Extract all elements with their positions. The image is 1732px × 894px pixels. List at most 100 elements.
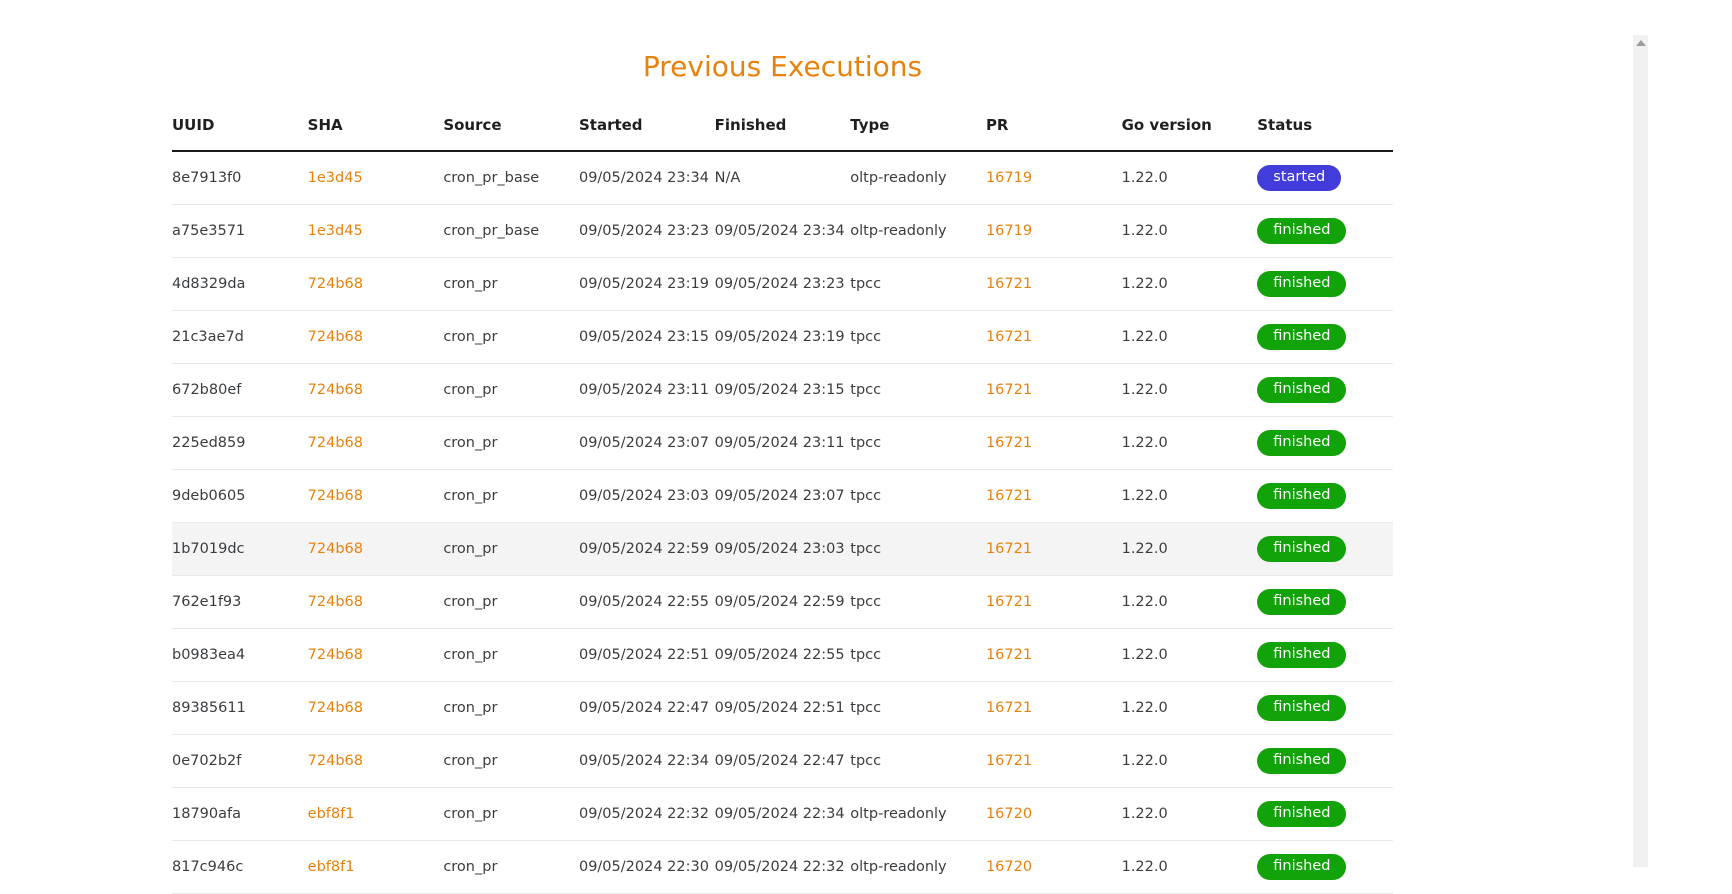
pr-link[interactable]: 16721: [985, 541, 1033, 557]
status-badge: finished: [1257, 218, 1347, 244]
cell-started: 09/05/2024 23:15: [578, 310, 715, 364]
sha-link[interactable]: 724b68: [307, 276, 363, 292]
cell-finished: 09/05/2024 22:55: [714, 628, 851, 682]
cell-go-version: 1.22.0: [1121, 522, 1258, 576]
cell-status: finished: [1257, 416, 1393, 470]
sha-link[interactable]: 724b68: [307, 647, 363, 663]
table-row: 0e702b2f 724b68 cron_pr 09/05/2024 22:34 09/…: [172, 734, 1393, 788]
column-header-type: Type: [850, 100, 986, 152]
cell-type: tpcc: [850, 575, 986, 629]
table-row: b0983ea4 724b68 cron_pr 09/05/2024 22:51 09/…: [172, 628, 1393, 682]
pr-link[interactable]: 16721: [985, 700, 1033, 716]
status-badge: finished: [1257, 854, 1347, 880]
sha-link[interactable]: 724b68: [307, 382, 363, 398]
cell-started: 09/05/2024 23:34: [578, 151, 715, 205]
cell-source: cron_pr: [443, 787, 579, 841]
cell-pr: 16721: [985, 416, 1122, 470]
cell-uuid: a75e3571: [172, 204, 308, 258]
column-header-uuid: UUID: [172, 100, 308, 152]
cell-pr: 16721: [985, 469, 1122, 523]
table-body: 8e7913f0 1e3d45 cron_pr_base 09/05/2024 23:…: [172, 151, 1393, 894]
pr-link[interactable]: 16719: [985, 170, 1033, 186]
pr-link[interactable]: 16721: [985, 329, 1033, 345]
status-badge: finished: [1257, 642, 1347, 668]
triangle-up-icon: [1635, 39, 1646, 46]
cell-pr: 16721: [985, 363, 1122, 417]
cell-pr: 16719: [985, 204, 1122, 258]
status-badge: finished: [1257, 483, 1347, 509]
cell-uuid: 9deb0605: [172, 469, 308, 523]
cell-go-version: 1.22.0: [1121, 628, 1258, 682]
sha-link[interactable]: ebf8f1: [307, 859, 355, 875]
table-row: 89385611 724b68 cron_pr 09/05/2024 22:47 09/…: [172, 681, 1393, 735]
sha-link[interactable]: 724b68: [307, 753, 363, 769]
table-row: 817c946c ebf8f1 cron_pr 09/05/2024 22:30 09/…: [172, 840, 1393, 894]
pr-link[interactable]: 16720: [985, 859, 1033, 875]
cell-type: tpcc: [850, 628, 986, 682]
status-badge: finished: [1257, 748, 1347, 774]
cell-pr: 16721: [985, 310, 1122, 364]
table-row: 4d8329da 724b68 cron_pr 09/05/2024 23:19 09/…: [172, 257, 1393, 311]
cell-uuid: 1b7019dc: [172, 522, 308, 576]
cell-pr: 16721: [985, 734, 1122, 788]
cell-go-version: 1.22.0: [1121, 575, 1258, 629]
cell-go-version: 1.22.0: [1121, 787, 1258, 841]
sha-link[interactable]: 1e3d45: [307, 170, 363, 186]
table-row: 21c3ae7d 724b68 cron_pr 09/05/2024 23:15 09/…: [172, 310, 1393, 364]
sha-link[interactable]: 724b68: [307, 488, 363, 504]
cell-status: finished: [1257, 363, 1393, 417]
column-header-finished: Finished: [714, 100, 851, 152]
cell-source: cron_pr: [443, 469, 579, 523]
pr-link[interactable]: 16721: [985, 594, 1033, 610]
cell-status: finished: [1257, 628, 1393, 682]
pr-link[interactable]: 16719: [985, 223, 1033, 239]
cell-finished: 09/05/2024 23:19: [714, 310, 851, 364]
cell-started: 09/05/2024 23:23: [578, 204, 715, 258]
cell-uuid: 18790afa: [172, 787, 308, 841]
cell-go-version: 1.22.0: [1121, 734, 1258, 788]
cell-source: cron_pr: [443, 416, 579, 470]
table-row: 762e1f93 724b68 cron_pr 09/05/2024 22:55 09/…: [172, 575, 1393, 629]
cell-started: 09/05/2024 23:11: [578, 363, 715, 417]
cell-source: cron_pr: [443, 840, 579, 894]
sha-link[interactable]: 724b68: [307, 541, 363, 557]
cell-uuid: 817c946c: [172, 840, 308, 894]
cell-uuid: 762e1f93: [172, 575, 308, 629]
status-badge: finished: [1257, 271, 1347, 297]
pr-link[interactable]: 16721: [985, 276, 1033, 292]
cell-finished: 09/05/2024 23:23: [714, 257, 851, 311]
pr-link[interactable]: 16721: [985, 753, 1033, 769]
cell-type: oltp-readonly: [850, 151, 986, 205]
sha-link[interactable]: 724b68: [307, 700, 363, 716]
cell-pr: 16721: [985, 522, 1122, 576]
cell-sha: 724b68: [307, 734, 444, 788]
sha-link[interactable]: ebf8f1: [307, 806, 355, 822]
sha-link[interactable]: 1e3d45: [307, 223, 363, 239]
column-header-go-version: Go version: [1121, 100, 1258, 152]
cell-finished: 09/05/2024 22:34: [714, 787, 851, 841]
cell-pr: 16720: [985, 840, 1122, 894]
cell-finished: 09/05/2024 22:51: [714, 681, 851, 735]
sha-link[interactable]: 724b68: [307, 594, 363, 610]
sha-link[interactable]: 724b68: [307, 435, 363, 451]
cell-uuid: b0983ea4: [172, 628, 308, 682]
cell-go-version: 1.22.0: [1121, 310, 1258, 364]
cell-source: cron_pr: [443, 734, 579, 788]
pr-link[interactable]: 16721: [985, 647, 1033, 663]
vertical-scrollbar[interactable]: [1633, 35, 1648, 867]
previous-executions-table: UUID SHA Source Started Finished Type PR Go ver…: [172, 100, 1393, 894]
main-content: Previous Executions UUID SHA Source Started…: [172, 0, 1393, 894]
pr-link[interactable]: 16721: [985, 382, 1033, 398]
cell-sha: 724b68: [307, 628, 444, 682]
cell-sha: 724b68: [307, 575, 444, 629]
cell-pr: 16720: [985, 787, 1122, 841]
scroll-up-button[interactable]: [1633, 35, 1648, 50]
cell-pr: 16721: [985, 575, 1122, 629]
table-row: 225ed859 724b68 cron_pr 09/05/2024 23:07 09/…: [172, 416, 1393, 470]
pr-link[interactable]: 16721: [985, 488, 1033, 504]
pr-link[interactable]: 16721: [985, 435, 1033, 451]
sha-link[interactable]: 724b68: [307, 329, 363, 345]
pr-link[interactable]: 16720: [985, 806, 1033, 822]
cell-type: tpcc: [850, 363, 986, 417]
cell-type: tpcc: [850, 522, 986, 576]
